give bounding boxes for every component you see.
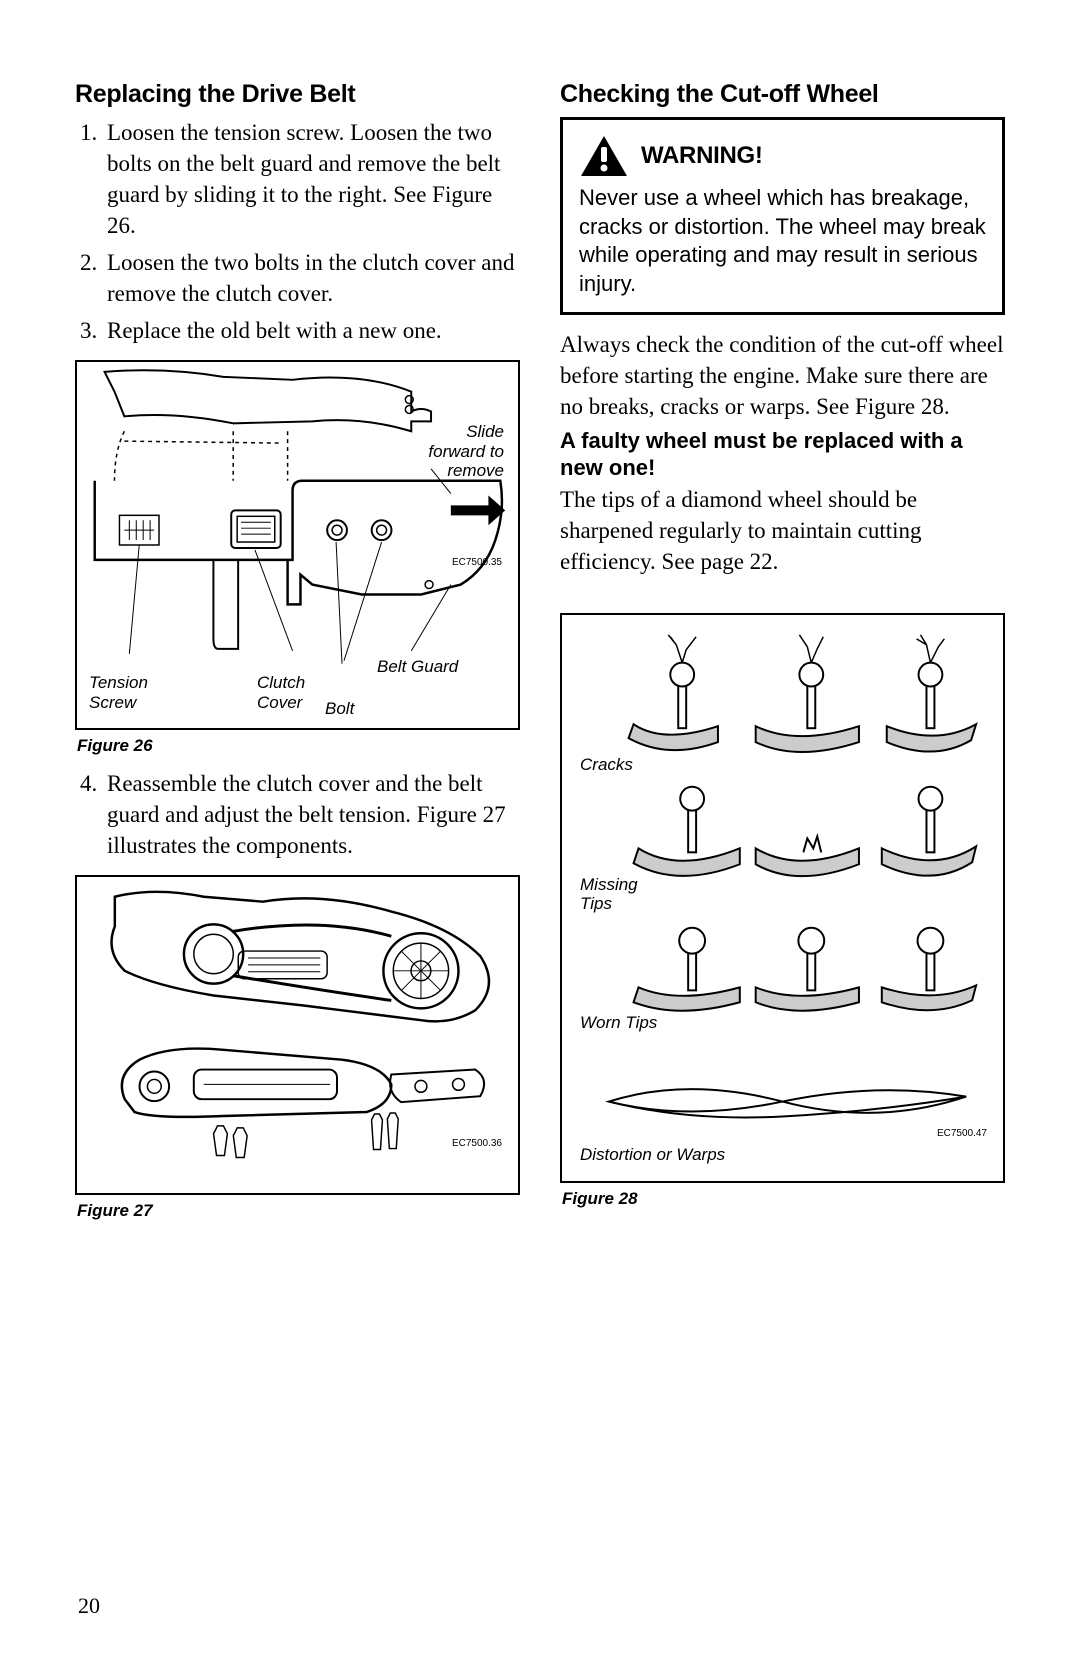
fig26-partno: EC7500.35 bbox=[452, 557, 502, 568]
figure-27-caption: Figure 27 bbox=[77, 1201, 520, 1221]
figure-26-caption: Figure 26 bbox=[77, 736, 520, 756]
figure-28-caption: Figure 28 bbox=[562, 1189, 1005, 1209]
fig26-tension-screw-label: Tension Screw bbox=[89, 673, 148, 712]
step-3: Replace the old belt with a new one. bbox=[103, 315, 520, 346]
manual-page: Replacing the Drive Belt Loosen the tens… bbox=[0, 0, 1080, 1669]
step-2: Loosen the two bolts in the clutch cover… bbox=[103, 247, 520, 309]
warning-header: WARNING! bbox=[579, 134, 986, 178]
fig26-clutch-cover-label: Clutch Cover bbox=[257, 673, 305, 712]
warning-triangle-icon bbox=[579, 134, 629, 178]
two-column-layout: Replacing the Drive Belt Loosen the tens… bbox=[75, 80, 1005, 1233]
fig28-partno: EC7500.47 bbox=[937, 1128, 987, 1139]
fig26-slide-label: Slide forward to remove bbox=[428, 422, 504, 481]
steps-list-continued: Reassemble the clutch cover and the belt… bbox=[75, 768, 520, 861]
fig28-distortion-label: Distortion or Warps bbox=[580, 1145, 725, 1165]
figure-28-box: Cracks Missing Tips Worn Tips Distortion… bbox=[560, 613, 1005, 1183]
figure-27-box: EC7500.36 bbox=[75, 875, 520, 1195]
right-heading: Checking the Cut-off Wheel bbox=[560, 80, 1005, 109]
fig27-partno: EC7500.36 bbox=[452, 1138, 502, 1149]
steps-list: Loosen the tension screw. Loosen the two… bbox=[75, 117, 520, 346]
step-4: Reassemble the clutch cover and the belt… bbox=[103, 768, 520, 861]
fig28-cracks-label: Cracks bbox=[580, 755, 633, 775]
page-number: 20 bbox=[78, 1593, 100, 1619]
warning-box: WARNING! Never use a wheel which has bre… bbox=[560, 117, 1005, 315]
warning-title: WARNING! bbox=[641, 142, 763, 170]
left-column: Replacing the Drive Belt Loosen the tens… bbox=[75, 80, 520, 1233]
warning-text: Never use a wheel which has breakage, cr… bbox=[579, 184, 986, 298]
step-1: Loosen the tension screw. Loosen the two… bbox=[103, 117, 520, 241]
right-column: Checking the Cut-off Wheel WARNING! Neve… bbox=[560, 80, 1005, 1233]
right-para-2: The tips of a diamond wheel should be sh… bbox=[560, 484, 1005, 577]
fig28-missing-label: Missing Tips bbox=[580, 875, 638, 914]
left-heading: Replacing the Drive Belt bbox=[75, 80, 520, 109]
fig26-bolt-label: Bolt bbox=[325, 699, 354, 719]
right-bold-line: A faulty wheel must be replaced with a n… bbox=[560, 427, 1005, 482]
right-para-1: Always check the condition of the cut-of… bbox=[560, 329, 1005, 422]
figure-26-box: Slide forward to remove Tension Screw Cl… bbox=[75, 360, 520, 730]
fig26-belt-guard-label: Belt Guard bbox=[377, 657, 458, 677]
fig28-worn-label: Worn Tips bbox=[580, 1013, 657, 1033]
